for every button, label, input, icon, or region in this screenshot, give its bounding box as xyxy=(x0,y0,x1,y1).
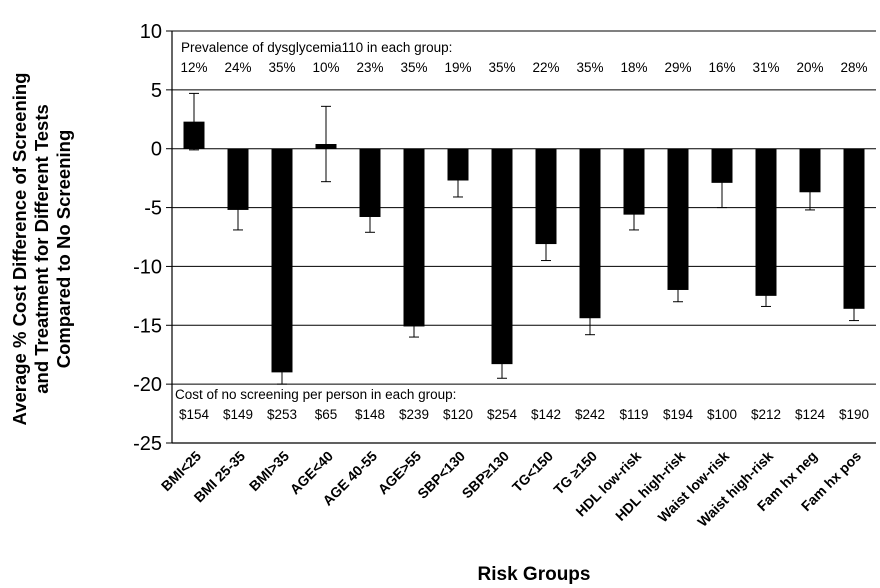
bar xyxy=(667,148,689,290)
cost-value: $142 xyxy=(531,407,561,422)
bar xyxy=(227,148,249,210)
prevalence-value: 10% xyxy=(312,60,339,75)
x-axis-title: Risk Groups xyxy=(478,564,591,585)
bar xyxy=(799,148,821,193)
y-tick-label: 0 xyxy=(151,139,162,161)
bar xyxy=(579,148,601,319)
prevalence-value: 20% xyxy=(796,60,823,75)
cost-value: $149 xyxy=(223,407,253,422)
bar xyxy=(403,148,425,327)
y-tick-label: -20 xyxy=(133,374,162,396)
prevalence-value: 35% xyxy=(488,60,515,75)
cost-value: $124 xyxy=(795,407,826,422)
prevalence-value: 29% xyxy=(664,60,691,75)
bar xyxy=(359,148,381,217)
cost-value: $120 xyxy=(443,407,473,422)
prevalence-value: 35% xyxy=(268,60,295,75)
y-axis-title: Average % Cost Difference of Screeningan… xyxy=(9,73,74,426)
prevalence-title: Prevalence of dysglycemia110 in each gro… xyxy=(181,40,452,55)
cost-value: $190 xyxy=(839,407,869,422)
prevalence-value: 18% xyxy=(620,60,647,75)
cost-value: $194 xyxy=(663,407,694,422)
cost-value: $100 xyxy=(707,407,737,422)
category-label: Waist high-risk xyxy=(694,448,776,530)
cost-value: $254 xyxy=(487,407,518,422)
prevalence-value: 23% xyxy=(356,60,383,75)
cost-value: $119 xyxy=(619,407,648,422)
bar xyxy=(491,148,513,365)
cost-value: $65 xyxy=(315,407,338,422)
bar xyxy=(843,148,865,309)
prevalence-value: 28% xyxy=(840,60,867,75)
prevalence-value: 12% xyxy=(180,60,207,75)
cost-value: $253 xyxy=(267,407,297,422)
cost-value: $148 xyxy=(355,407,385,422)
y-axis-title-line: and Treatment for Different Tests xyxy=(31,104,52,394)
cost-title: Cost of no screening per person in each … xyxy=(175,387,456,402)
prevalence-value: 24% xyxy=(224,60,251,75)
y-tick-label: 10 xyxy=(140,21,162,43)
y-tick-label: -25 xyxy=(133,433,162,455)
y-axis-title-line: Average % Cost Difference of Screening xyxy=(9,73,30,426)
bar xyxy=(623,148,645,215)
cost-value: $154 xyxy=(179,407,210,422)
category-label: SBP<130 xyxy=(414,448,468,502)
bar xyxy=(755,148,777,296)
y-tick-label: -5 xyxy=(144,198,162,220)
prevalence-value: 31% xyxy=(752,60,779,75)
axes xyxy=(166,30,876,444)
cost-value: $242 xyxy=(575,407,605,422)
prevalence-value: 16% xyxy=(708,60,735,75)
cost-value: $212 xyxy=(751,407,781,422)
prevalence-value: 22% xyxy=(532,60,559,75)
prevalence-value: 19% xyxy=(444,60,471,75)
bar xyxy=(535,148,557,245)
y-tick-label: -10 xyxy=(133,256,162,278)
bar xyxy=(271,148,293,373)
y-axis-title-line: Compared to No Screening xyxy=(53,130,74,368)
y-tick-label: -15 xyxy=(133,315,162,337)
y-tick-label: 5 xyxy=(151,80,162,102)
category-label: SBP≥130 xyxy=(459,448,513,502)
prevalence-value: 35% xyxy=(576,60,603,75)
cost-value: $239 xyxy=(399,407,429,422)
bars xyxy=(183,92,865,385)
category-label: TG<150 xyxy=(509,448,557,496)
category-label: BMI>35 xyxy=(246,448,292,494)
prevalence-value: 35% xyxy=(400,60,427,75)
